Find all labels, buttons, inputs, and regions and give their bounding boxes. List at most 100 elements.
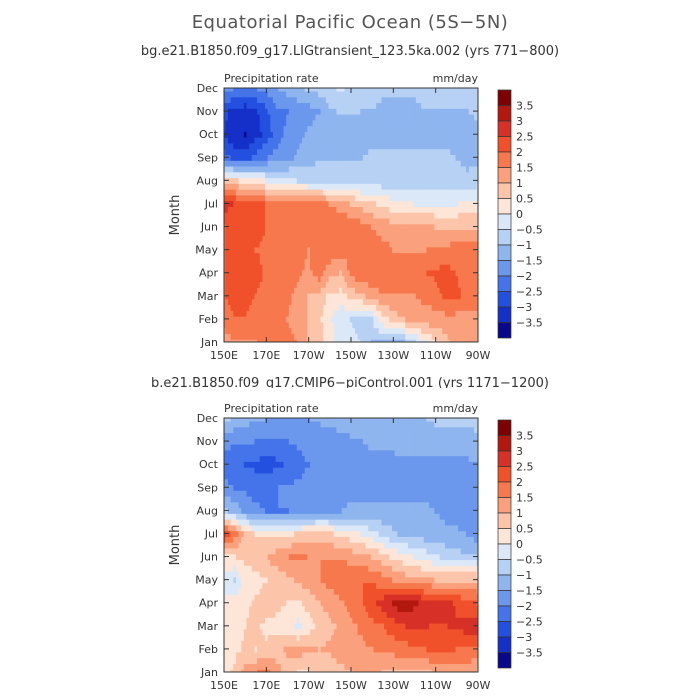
contour-cell [304, 90, 308, 98]
contour-cell [452, 240, 457, 248]
contour-cell [410, 269, 414, 277]
contour-cell [468, 229, 472, 236]
contour-cell [463, 240, 467, 248]
contour-cell [466, 200, 470, 207]
contour-cell [384, 212, 388, 219]
contour-cell [376, 229, 380, 236]
contour-cell [294, 275, 298, 282]
contour-cell [320, 258, 324, 265]
contour-cell [354, 165, 359, 173]
contour-cell [299, 240, 303, 248]
contour-cell [436, 131, 441, 138]
contour-cell [312, 171, 316, 179]
contour-cell [436, 304, 441, 311]
contour-cell [365, 240, 369, 248]
contour-cell [368, 246, 372, 254]
contour-cell [370, 287, 375, 294]
contour-cell [386, 264, 390, 271]
contour-cell [238, 119, 242, 127]
contour-cell [429, 189, 433, 196]
contour-cell [439, 189, 443, 196]
contour-cell [325, 96, 330, 104]
contour-cell [307, 310, 311, 317]
contour-cell [227, 137, 232, 144]
contour-cell [386, 102, 390, 109]
contour-cell [265, 165, 269, 173]
contour-cell [373, 171, 377, 179]
contour-cell [429, 217, 433, 225]
contour-cell [238, 200, 242, 207]
contour-cell [452, 287, 457, 294]
contour-cell [235, 657, 240, 664]
contour-cell [447, 287, 451, 294]
contour-cell [336, 646, 340, 653]
contour-cell [325, 651, 330, 659]
contour-cell [426, 316, 430, 323]
contour-cell [227, 287, 232, 294]
contour-cell [410, 160, 414, 167]
contour-cell [423, 102, 428, 109]
contour-cell [405, 194, 409, 202]
contour-cell [444, 223, 449, 231]
contour-cell [286, 229, 290, 236]
contour-cell [370, 119, 375, 127]
contour-cell [270, 287, 274, 294]
contour-cell [299, 165, 303, 173]
contour-cell [386, 108, 390, 115]
contour-cell [357, 258, 361, 265]
contour-cell [235, 646, 240, 653]
contour-cell [270, 252, 274, 259]
contour-cell [328, 154, 332, 161]
contour-cell [399, 298, 404, 306]
contour-cell [394, 125, 398, 132]
contour-cell [262, 194, 266, 202]
contour-cell [259, 304, 263, 311]
contour-cell [251, 131, 256, 138]
contour-cell [447, 246, 451, 254]
contour-cell [407, 108, 412, 115]
contour-cell [460, 212, 465, 219]
contour-cell [370, 281, 375, 288]
contour-cell [460, 316, 465, 323]
contour-cell [347, 119, 351, 127]
contour-cell [354, 125, 359, 132]
contour-cell [262, 102, 266, 109]
contour-cell [399, 119, 404, 127]
contour-cell [230, 246, 234, 254]
contour-cell [283, 333, 287, 340]
contour-cell [262, 316, 266, 323]
contour-cell [418, 171, 422, 179]
contour-cell [265, 287, 269, 294]
contour-cell [315, 142, 319, 150]
contour-cell [315, 200, 319, 207]
contour-cell [397, 142, 401, 150]
contour-cell [270, 298, 274, 306]
contour-cell [325, 142, 330, 150]
contour-cell [296, 264, 301, 271]
contour-cell [394, 200, 398, 207]
contour-cell [402, 657, 406, 664]
contour-cell [349, 310, 353, 317]
contour-cell [362, 183, 367, 190]
contour-cell [458, 160, 462, 167]
contour-cell [447, 96, 451, 104]
contour-cell [344, 90, 348, 98]
contour-cell [413, 131, 417, 138]
contour-cell [315, 240, 319, 248]
contour-cell [450, 125, 454, 132]
contour-cell [331, 108, 335, 115]
contour-cell [429, 657, 433, 664]
contour-cell [415, 165, 420, 173]
contour-cell [323, 183, 327, 190]
contour-cell [227, 640, 232, 647]
contour-cell [246, 229, 250, 236]
contour-cell [434, 651, 438, 659]
contour-cell [413, 292, 417, 300]
contour-cell [389, 142, 393, 150]
contour-cell [455, 90, 459, 98]
contour-cell [233, 160, 237, 167]
contour-cell [286, 292, 290, 300]
contour-cell [442, 223, 446, 231]
contour-cell [460, 333, 465, 340]
contour-cell [333, 177, 338, 184]
